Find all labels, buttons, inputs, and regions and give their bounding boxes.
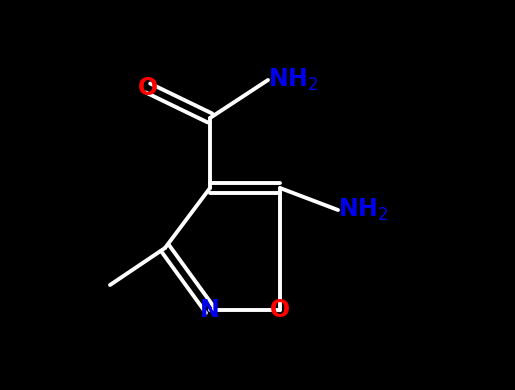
Text: N: N xyxy=(200,298,220,322)
Text: O: O xyxy=(138,76,158,100)
Text: NH$_2$: NH$_2$ xyxy=(338,197,388,223)
Text: NH$_2$: NH$_2$ xyxy=(268,67,318,93)
Text: O: O xyxy=(270,298,290,322)
